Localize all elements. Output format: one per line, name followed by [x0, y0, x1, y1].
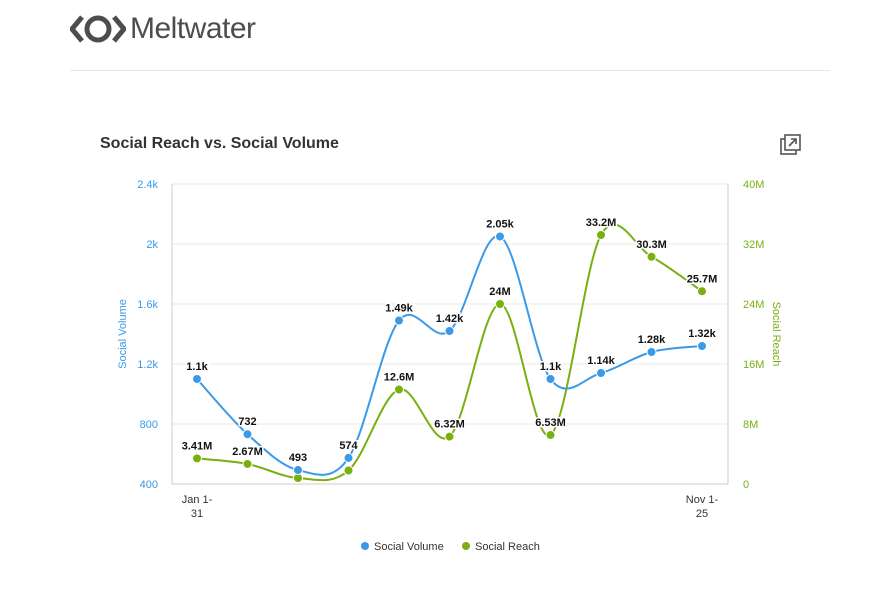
social-reach-data-label: 33.2M: [586, 217, 617, 229]
social-volume-legend-label: Social Volume: [374, 541, 444, 553]
x-tick-label: Jan 1-31: [182, 494, 213, 520]
left-tick-label: 800: [140, 419, 158, 431]
social-reach-point[interactable]: [444, 431, 455, 442]
social-volume-point[interactable]: [444, 326, 455, 336]
social-volume-data-label: 1.32k: [688, 328, 716, 340]
social-volume-point[interactable]: [192, 374, 202, 384]
social-volume-data-label: 1.28k: [638, 334, 666, 346]
right-tick-label: 40M: [743, 179, 764, 191]
social-volume-point[interactable]: [545, 374, 556, 384]
social-volume-data-label: 1.49k: [385, 303, 413, 315]
social-reach-point[interactable]: [596, 230, 606, 240]
social-reach-line: [196, 223, 703, 482]
left-tick-label: 1.2k: [137, 359, 158, 371]
social-reach-data-label: 3.41M: [182, 440, 213, 452]
social-volume-point[interactable]: [495, 231, 505, 242]
social-reach-data-label: 12.6M: [384, 372, 415, 384]
social-volume-data-label: 493: [289, 452, 307, 464]
chart-title: Social Reach vs. Social Volume: [100, 135, 339, 152]
right-tick-label: 32M: [743, 239, 764, 251]
left-axis-title: Social Volume: [117, 299, 129, 369]
right-tick-label: 16M: [743, 359, 764, 371]
x-tick-label: Nov 1-25: [686, 494, 719, 520]
social-volume-point[interactable]: [242, 429, 253, 440]
social-reach-data-label: 6.53M: [535, 417, 566, 429]
brand: Meltwater: [70, 12, 256, 46]
social-reach-legend-marker[interactable]: [462, 542, 470, 550]
social-reach-legend-label: Social Reach: [475, 541, 540, 553]
social-volume-data-label: 1.42k: [436, 313, 464, 325]
social-volume-point[interactable]: [596, 368, 606, 378]
social-volume-data-label: 574: [339, 440, 358, 452]
brand-name: Meltwater: [130, 12, 256, 45]
social-reach-point[interactable]: [242, 458, 253, 469]
left-tick-label: 2.4k: [137, 179, 158, 191]
social-reach-point[interactable]: [495, 299, 505, 309]
social-reach-point[interactable]: [545, 430, 556, 441]
expand-icon: [780, 134, 801, 155]
left-tick-label: 400: [140, 479, 158, 491]
header-divider: [70, 70, 830, 71]
social-reach-point[interactable]: [192, 453, 202, 464]
social-volume-legend-marker[interactable]: [361, 542, 369, 550]
left-tick-label: 1.6k: [137, 299, 158, 311]
expand-button[interactable]: [779, 134, 801, 156]
social-reach-data-label: 25.7M: [687, 273, 718, 285]
social-volume-data-label: 1.14k: [587, 355, 615, 367]
meltwater-logo-icon: [70, 15, 126, 43]
social-reach-data-label: 24M: [489, 286, 510, 298]
social-volume-point[interactable]: [697, 341, 707, 351]
social-volume-point[interactable]: [394, 315, 404, 326]
social-volume-data-label: 1.1k: [186, 361, 208, 373]
social-reach-data-label: 30.3M: [636, 239, 667, 251]
social-reach-data-label: 2.67M: [232, 446, 263, 458]
social-reach-point[interactable]: [394, 384, 404, 395]
social-volume-point[interactable]: [343, 452, 354, 463]
social-reach-data-label: 6.32M: [434, 419, 465, 431]
left-tick-label: 2k: [146, 239, 158, 251]
right-tick-label: 24M: [743, 299, 764, 311]
social-reach-point[interactable]: [697, 286, 707, 297]
right-tick-label: 0: [743, 479, 749, 491]
social-volume-point[interactable]: [293, 465, 303, 476]
social-reach-point[interactable]: [343, 465, 354, 476]
social-volume-data-label: 732: [238, 416, 256, 428]
social-volume-data-label: 1.1k: [540, 361, 562, 373]
social-reach-point[interactable]: [646, 251, 657, 262]
social-volume-data-label: 2.05k: [486, 219, 514, 231]
right-axis-title: Social Reach: [770, 302, 782, 367]
social-volume-point[interactable]: [646, 347, 657, 357]
right-tick-label: 8M: [743, 419, 758, 431]
